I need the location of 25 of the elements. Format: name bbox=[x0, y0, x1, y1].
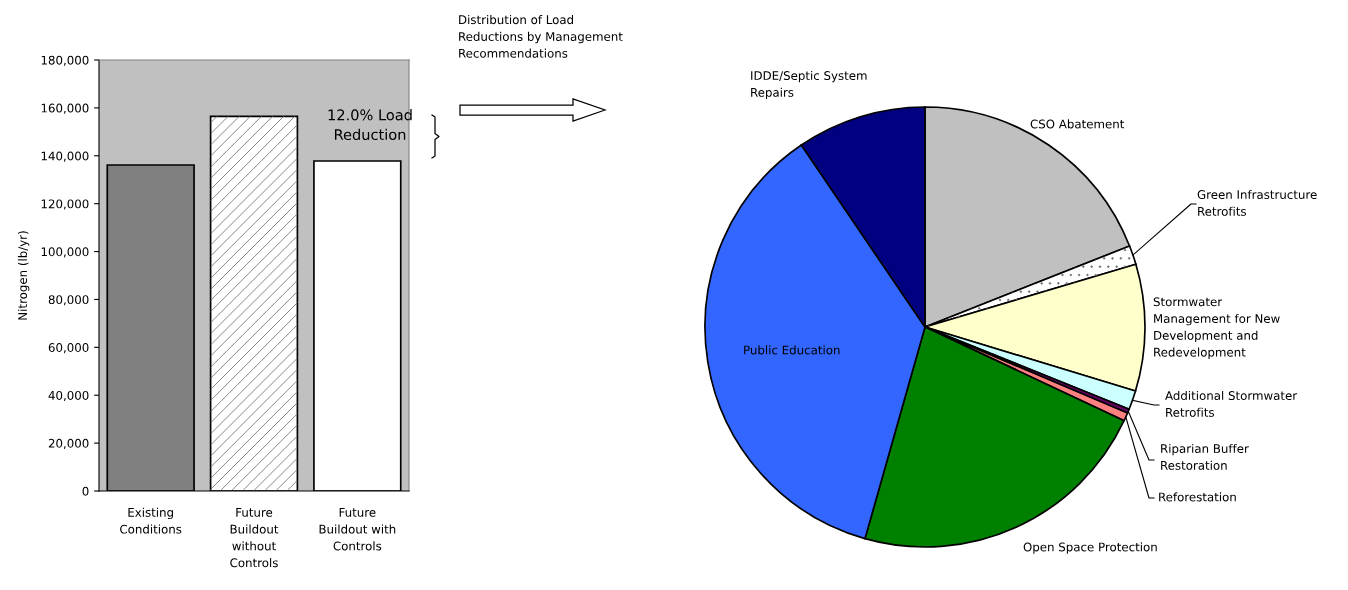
text: Distribution of Load Reductions by Management Recommendations bbox=[459, 15, 623, 58]
slice-label: Riparian Buffer Restoration bbox=[1161, 443, 1249, 470]
x-tick-label: Future Buildout with Controls bbox=[319, 508, 396, 551]
y-tick-label: 140,000 bbox=[41, 151, 89, 162]
slice-label: Additional Stormwater Retrofits bbox=[1165, 390, 1298, 417]
y-tick-label: 0 bbox=[82, 486, 89, 496]
y-tick-label: 180,000 bbox=[41, 55, 89, 66]
annotation: 12.0% Load Reduction bbox=[328, 109, 412, 141]
y-tick-label: 80,000 bbox=[48, 295, 89, 306]
slice-label: Stormwater Management for New Development and Redevelopment bbox=[1153, 297, 1280, 359]
y-tick-label: 20,000 bbox=[48, 438, 89, 449]
x-tick-label: Existing Conditions bbox=[120, 507, 182, 534]
y-tick-label: 160,000 bbox=[41, 103, 89, 114]
y-tick-label: 120,000 bbox=[41, 199, 89, 210]
slice-label: Green Infrastructure Retrofits bbox=[1197, 189, 1317, 216]
slice-label: Public Education bbox=[744, 345, 840, 355]
y-axis-title: Nitrogen (lb/yr) bbox=[17, 231, 30, 320]
slice-label: Open Space Protection bbox=[1023, 542, 1157, 554]
slice-label: CSO Abatement bbox=[1030, 119, 1125, 129]
x-tick-label: Future Buildout without Controls bbox=[230, 508, 279, 568]
slice-label: Reforestation bbox=[1159, 492, 1236, 502]
y-tick-label: 60,000 bbox=[48, 343, 89, 354]
slice-label: IDDE/Septic System Repairs bbox=[751, 70, 867, 100]
y-tick-label: 40,000 bbox=[48, 390, 89, 402]
y-tick-label: 100,000 bbox=[41, 247, 89, 258]
